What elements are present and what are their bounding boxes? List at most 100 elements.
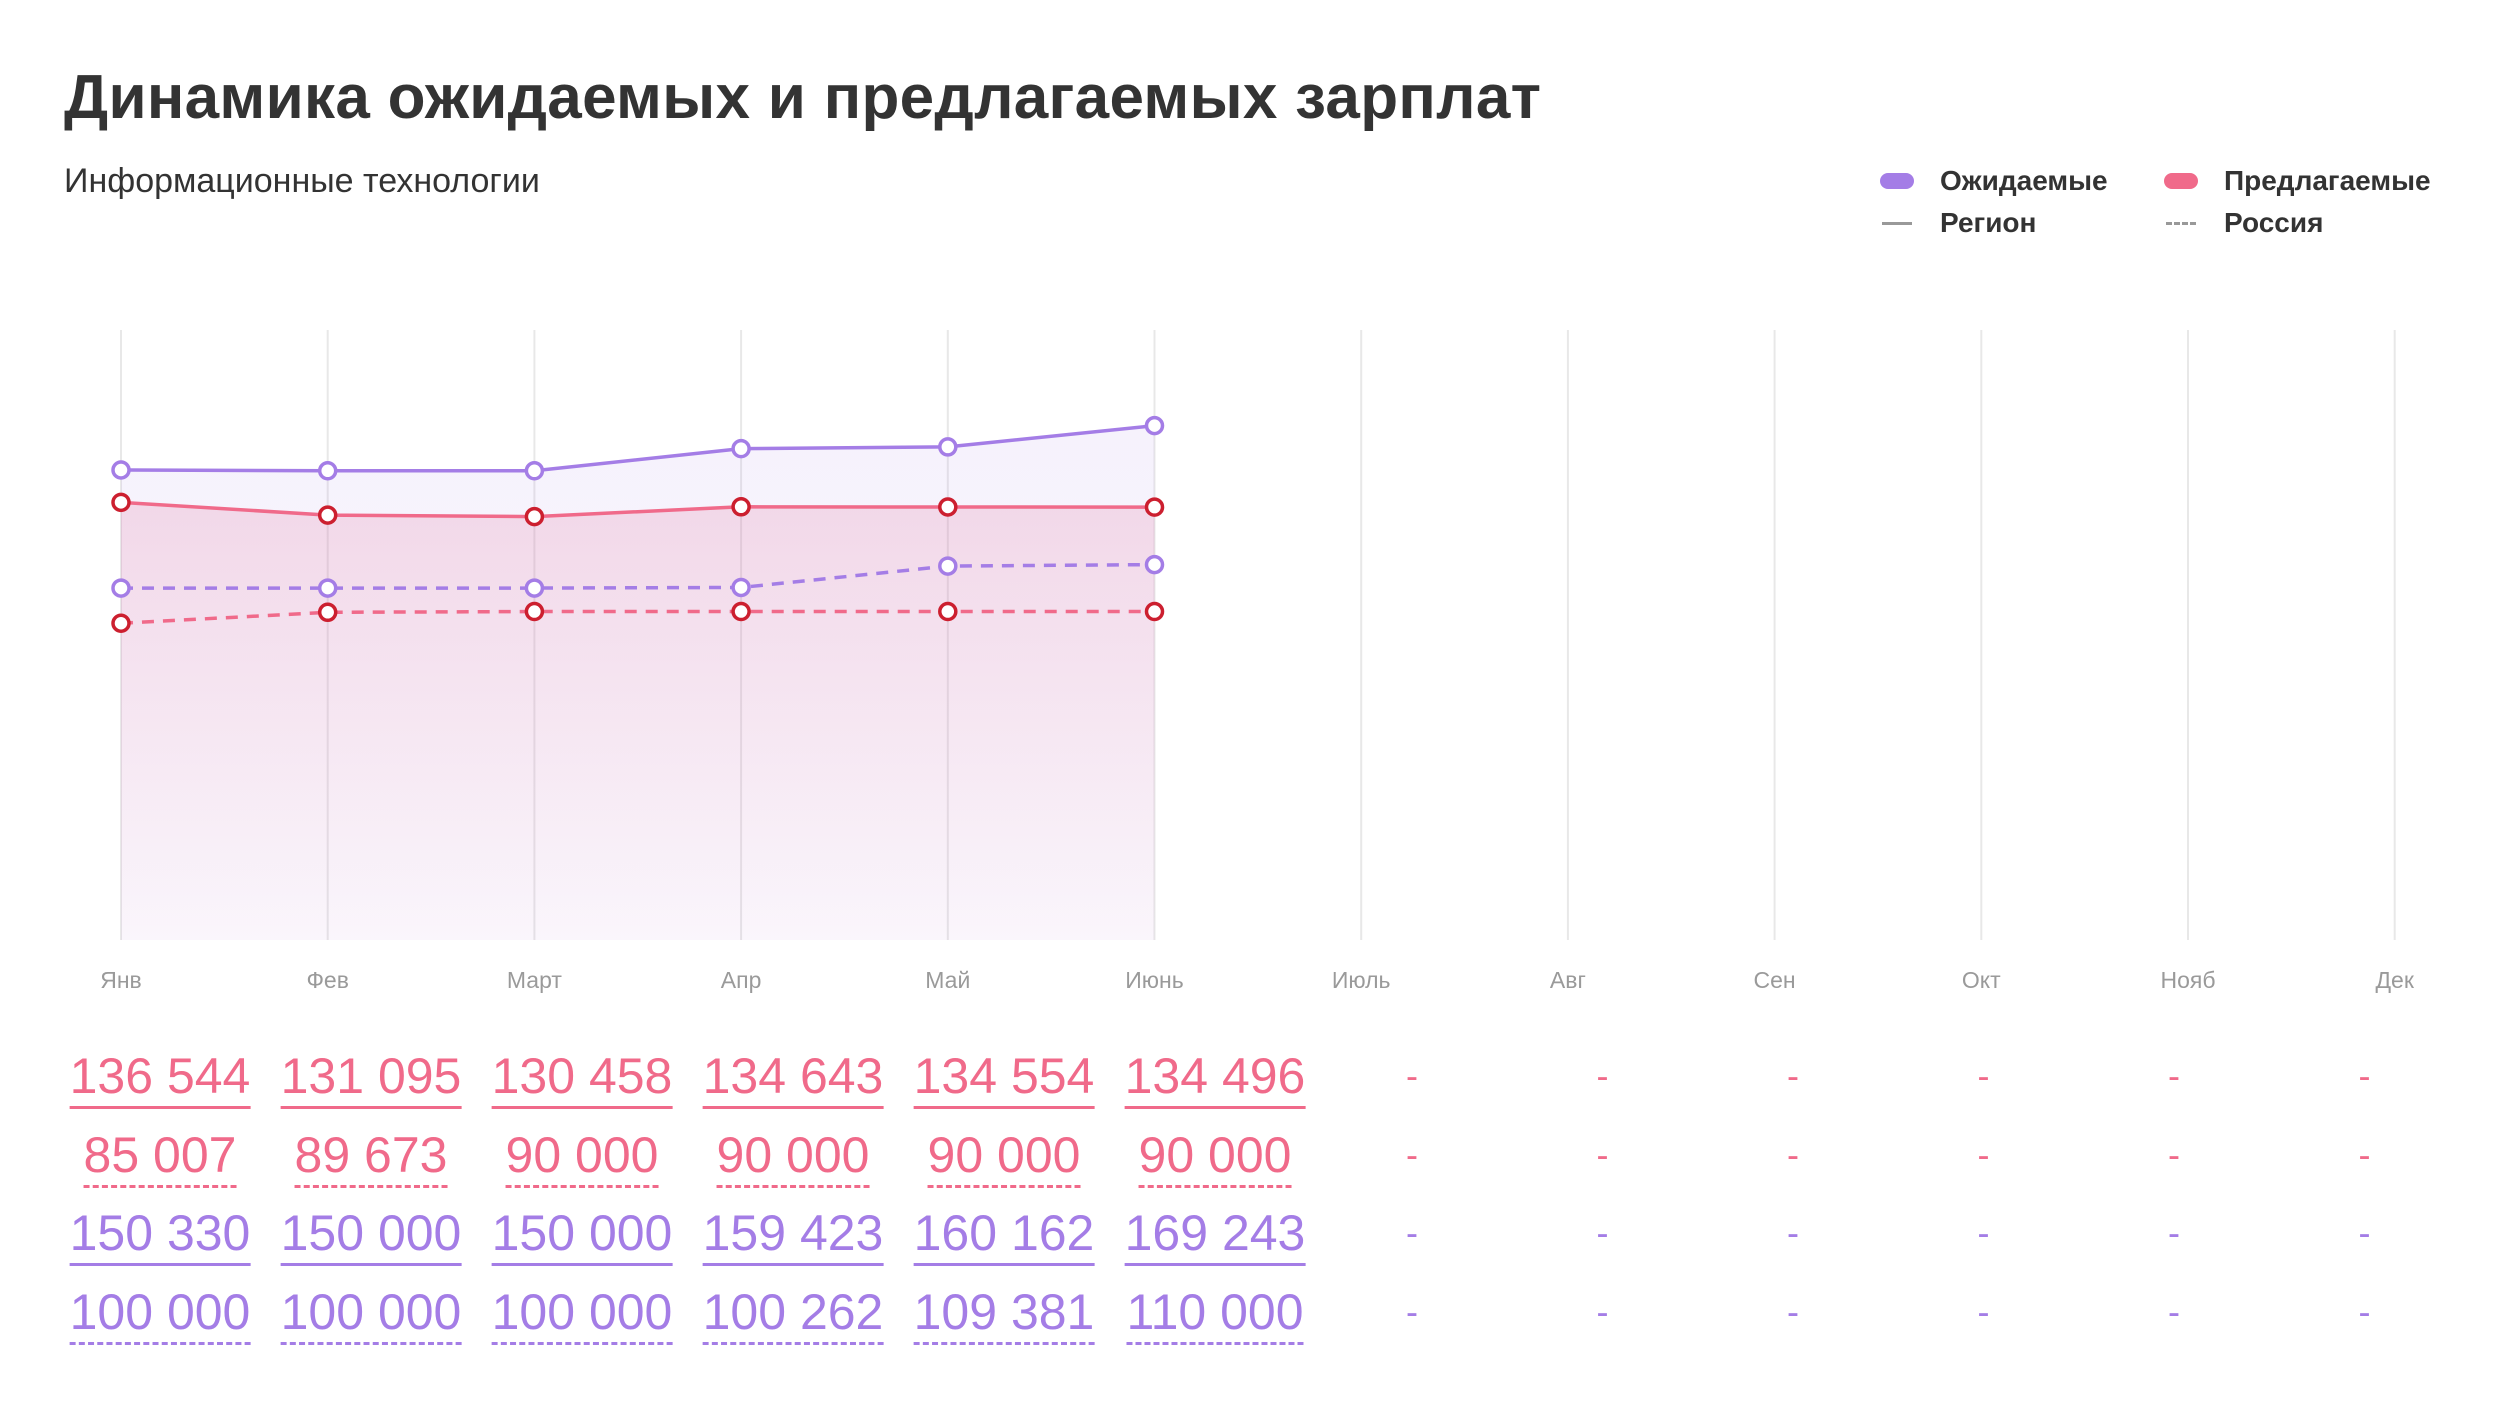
table-cell[interactable]: 90 000 xyxy=(1138,1125,1292,1188)
table-empty-cell: - xyxy=(1406,1290,1418,1332)
x-tick-label: Янв xyxy=(100,967,142,993)
table-empty-cell: - xyxy=(1977,1055,1990,1096)
table-empty-cell: - xyxy=(1596,1212,1609,1253)
legend-swatch-expected xyxy=(1880,173,1914,189)
data-point[interactable] xyxy=(111,460,131,480)
legend-item-expected[interactable]: Ожидаемые xyxy=(1880,160,2108,202)
table-empty-cell: - xyxy=(2168,1055,2180,1096)
table-empty-cell: - xyxy=(2168,1290,2180,1332)
data-point[interactable] xyxy=(1144,497,1165,517)
table-cell[interactable]: 100 000 xyxy=(491,1282,673,1345)
data-point[interactable] xyxy=(524,461,545,481)
data-point[interactable] xyxy=(111,578,131,598)
table-cell[interactable]: 136 544 xyxy=(69,1046,251,1109)
table-empty-cell: - xyxy=(1787,1290,1799,1332)
legend-item-russia[interactable]: Россия xyxy=(2164,202,2431,244)
table-cell[interactable]: 90 000 xyxy=(716,1125,870,1188)
table-cell[interactable]: 160 162 xyxy=(913,1203,1095,1266)
x-tick-label: Дек xyxy=(2375,967,2414,993)
page-title: Динамика ожидаемых и предлагаемых зарпла… xyxy=(64,63,1542,132)
x-tick-label: Фев xyxy=(306,967,349,993)
series-line-expected-region xyxy=(120,423,1155,473)
data-point[interactable] xyxy=(731,497,751,517)
data-point[interactable] xyxy=(938,497,958,517)
table-empty-cell: - xyxy=(1787,1055,1799,1096)
legend-item-offered[interactable]: Предлагаемые xyxy=(2164,160,2431,202)
data-point[interactable] xyxy=(731,438,751,459)
data-point[interactable] xyxy=(317,602,338,623)
legend-item-region[interactable]: Регион xyxy=(1880,202,2108,244)
table-cell[interactable]: 134 496 xyxy=(1124,1046,1306,1109)
table-row: 150 330 150 000 150 000 159 423 160 162 169 2… xyxy=(0,1203,2500,1273)
series-line-offered-region xyxy=(120,500,1155,519)
x-tick-label: Окт xyxy=(1962,967,2001,993)
table-cell[interactable]: 90 000 xyxy=(927,1125,1081,1188)
table-cell[interactable]: 90 000 xyxy=(505,1125,659,1188)
table-empty-cell: - xyxy=(1977,1212,1990,1253)
data-point[interactable] xyxy=(938,601,958,622)
data-point[interactable] xyxy=(1144,601,1165,622)
legend-swatch-dashed xyxy=(2164,221,2198,225)
table-cell[interactable]: 159 423 xyxy=(702,1203,884,1266)
page-subtitle: Информационные технологии xyxy=(64,162,540,200)
data-point[interactable] xyxy=(524,578,545,598)
table-cell[interactable]: 150 330 xyxy=(69,1203,251,1266)
salary-line-chart: Янв Фев Март Апр Май Июнь Июль Авг Сен Окт Нояб Дек xyxy=(100,330,2415,993)
table-empty-cell: - xyxy=(1596,1290,1609,1332)
table-cell[interactable]: 131 095 xyxy=(280,1046,462,1109)
table-cell[interactable]: 110 000 xyxy=(1126,1282,1304,1345)
table-cell[interactable]: 100 000 xyxy=(69,1282,251,1345)
data-point[interactable] xyxy=(1144,554,1165,575)
data-point[interactable] xyxy=(317,578,338,598)
table-row: 136 544 131 095 130 458 134 643 134 554 134 4… xyxy=(0,1046,2500,1116)
table-cell[interactable]: 100 262 xyxy=(702,1282,884,1345)
table-empty-cell: - xyxy=(1596,1133,1609,1175)
data-point[interactable] xyxy=(938,556,958,576)
table-empty-cell: - xyxy=(2168,1133,2180,1175)
area-offered-region xyxy=(121,502,1155,940)
legend-swatch-solid xyxy=(1880,221,1914,225)
series-line-offered-russia xyxy=(120,609,1155,626)
table-cell[interactable]: 109 381 xyxy=(913,1282,1095,1345)
table-empty-cell: - xyxy=(1977,1290,1990,1332)
data-point[interactable] xyxy=(317,505,338,525)
x-tick-label: Март xyxy=(507,967,562,993)
series-line-expected-russia xyxy=(121,562,1155,590)
table-cell[interactable]: 85 007 xyxy=(83,1125,237,1188)
table-cell[interactable]: 150 000 xyxy=(280,1203,462,1266)
table-cell[interactable]: 134 643 xyxy=(702,1046,884,1109)
x-tick-label: Авг xyxy=(1550,967,1586,993)
table-row: 100 000 100 000 100 000 100 262 109 381 110 0… xyxy=(0,1282,2500,1352)
legend-group-russia: Предлагаемые Россия xyxy=(2164,160,2431,244)
data-point[interactable] xyxy=(524,506,545,527)
legend-swatch-offered xyxy=(2164,173,2198,189)
table-row: 85 007 89 673 90 000 90 000 90 000 90 000 - - - -… xyxy=(0,1125,2500,1195)
data-point[interactable] xyxy=(1144,415,1165,436)
data-point[interactable] xyxy=(731,577,751,598)
data-point[interactable] xyxy=(731,601,751,622)
x-tick-label: Сен xyxy=(1754,967,1796,993)
legend-label-region: Регион xyxy=(1940,207,2037,238)
data-point[interactable] xyxy=(524,601,545,622)
table-empty-cell: - xyxy=(2358,1212,2371,1253)
legend-group-region: Ожидаемые Регион xyxy=(1880,160,2108,244)
x-tick-label: Нояб xyxy=(2160,967,2215,993)
table-cell[interactable]: 169 243 xyxy=(1124,1203,1306,1266)
table-cell[interactable]: 150 000 xyxy=(491,1203,673,1266)
table-cell[interactable]: 134 554 xyxy=(913,1046,1095,1109)
table-empty-cell: - xyxy=(1787,1133,1799,1175)
table-empty-cell: - xyxy=(2358,1290,2371,1332)
x-tick-label: Июль xyxy=(1332,967,1391,993)
x-tick-label: Апр xyxy=(721,967,762,993)
table-cell[interactable]: 89 673 xyxy=(294,1125,448,1188)
table-empty-cell: - xyxy=(1406,1212,1418,1253)
data-point[interactable] xyxy=(111,613,131,634)
legend-label-russia: Россия xyxy=(2224,207,2324,238)
data-point[interactable] xyxy=(938,437,958,457)
table-cell[interactable]: 130 458 xyxy=(491,1046,673,1109)
table-cell[interactable]: 100 000 xyxy=(280,1282,462,1345)
data-point[interactable] xyxy=(317,461,338,481)
x-tick-label: Июнь xyxy=(1125,967,1183,993)
table-empty-cell: - xyxy=(1596,1055,1609,1096)
data-point[interactable] xyxy=(111,492,131,513)
